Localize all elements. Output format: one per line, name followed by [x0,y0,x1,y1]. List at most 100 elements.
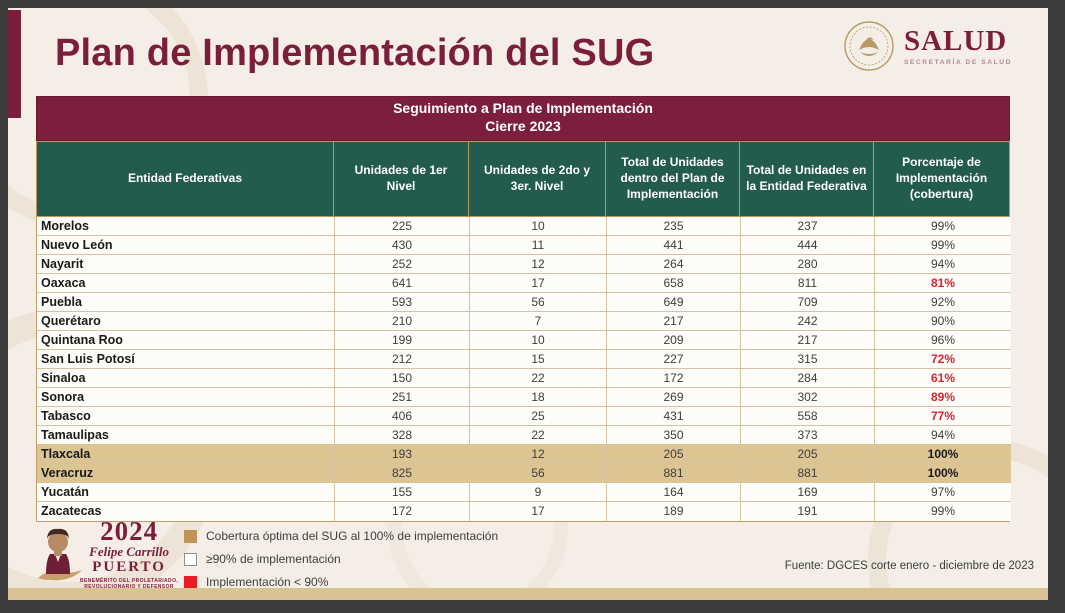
cell-entidad: Veracruz [37,463,335,483]
cell-total_entidad: 811 [741,273,875,293]
cell-total_entidad: 881 [741,463,875,483]
cell-entidad: Sonora [37,387,335,407]
cell-total_plan: 205 [607,444,741,464]
cell-porcentaje: 90% [875,311,1011,331]
cell-total_plan: 350 [607,425,741,445]
cell-nivel1: 251 [335,387,470,407]
cell-entidad: Oaxaca [37,273,335,293]
cell-nivel1: 155 [335,482,470,502]
cell-nivel23: 56 [470,463,607,483]
salud-subtitle: SECRETARÍA DE SALUD [903,58,1012,66]
year-name: Felipe Carrillo [89,544,169,559]
table-row: Quintana Roo 199 10 209 217 96% [37,330,1011,350]
cell-porcentaje: 89% [875,387,1011,407]
cell-nivel1: 199 [335,330,470,350]
cell-entidad: San Luis Potosí [37,349,335,369]
felipe-carrillo-puerto-logo: 2024 Felipe Carrillo PUERTO BENEMÉRITO D… [32,518,182,597]
cell-entidad: Tamaulipas [37,425,335,445]
salud-logo: SALUD SECRETARÍA DE SALUD [843,20,1012,72]
title-accent-bar [8,10,21,118]
cell-nivel23: 9 [470,482,607,502]
column-header-5: Porcentaje de Implementación (cobertura) [874,140,1010,217]
cell-nivel1: 252 [335,254,470,274]
table-row: Sonora 251 18 269 302 89% [37,387,1011,407]
cell-nivel23: 22 [470,368,607,388]
cell-nivel23: 17 [470,501,607,521]
table-row: Tamaulipas 328 22 350 373 94% [37,425,1011,445]
cell-total_entidad: 217 [741,330,875,350]
slide: Plan de Implementación del SUG SALUD SEC… [8,8,1048,600]
cell-nivel23: 10 [470,330,607,350]
table-row: Puebla 593 56 649 709 92% [37,292,1011,312]
column-header-4: Total de Unidades en la Entidad Federati… [740,140,874,217]
cell-total_plan: 264 [607,254,741,274]
cell-porcentaje: 81% [875,273,1011,293]
cell-nivel23: 11 [470,235,607,255]
cell-nivel23: 25 [470,406,607,426]
cell-porcentaje: 94% [875,425,1011,445]
cell-nivel23: 56 [470,292,607,312]
cell-nivel1: 825 [335,463,470,483]
cell-total_entidad: 191 [741,501,875,521]
cell-porcentaje: 96% [875,330,1011,350]
cell-total_entidad: 302 [741,387,875,407]
cell-nivel1: 641 [335,273,470,293]
cell-entidad: Zacatecas [37,501,335,521]
legend-item: Implementación < 90% [184,575,498,589]
cell-total_entidad: 242 [741,311,875,331]
legend-label: Implementación < 90% [206,575,329,589]
cell-total_entidad: 205 [741,444,875,464]
table-row: Zacatecas 172 17 189 191 99% [37,501,1011,521]
cell-total_plan: 209 [607,330,741,350]
column-header-0: Entidad Federativas [36,140,334,217]
cell-total_entidad: 558 [741,406,875,426]
bottom-tan-strip [8,588,1048,600]
table-title-band: Seguimiento a Plan de Implementación Cie… [36,96,1010,141]
cell-total_plan: 649 [607,292,741,312]
cell-total_entidad: 709 [741,292,875,312]
cell-nivel23: 10 [470,216,607,236]
cell-porcentaje: 97% [875,482,1011,502]
cell-nivel1: 430 [335,235,470,255]
cell-entidad: Sinaloa [37,368,335,388]
cell-nivel23: 17 [470,273,607,293]
year-2024: 2024 [100,516,159,546]
cell-total_entidad: 315 [741,349,875,369]
cell-nivel1: 225 [335,216,470,236]
table-row: Veracruz 825 56 881 881 100% [37,463,1011,483]
table-row: Morelos 225 10 235 237 99% [37,216,1011,236]
cell-nivel23: 12 [470,254,607,274]
mexico-seal-icon [844,21,894,71]
cell-total_plan: 881 [607,463,741,483]
table-row: Tlaxcala 193 12 205 205 100% [37,444,1011,464]
cell-porcentaje: 72% [875,349,1011,369]
legend: Cobertura óptima del SUG al 100% de impl… [184,529,498,589]
cell-nivel1: 212 [335,349,470,369]
implementation-table: Seguimiento a Plan de Implementación Cie… [36,96,1011,522]
cell-entidad: Puebla [37,292,335,312]
cell-entidad: Nuevo León [37,235,335,255]
table-row: Oaxaca 641 17 658 811 81% [37,273,1011,293]
cell-total_plan: 269 [607,387,741,407]
cell-total_entidad: 280 [741,254,875,274]
legend-swatch-white [184,552,197,566]
cell-nivel23: 12 [470,444,607,464]
cell-porcentaje: 92% [875,292,1011,312]
table-row: Yucatán 155 9 164 169 97% [37,482,1011,502]
table-title-line1: Seguimiento a Plan de Implementación [393,100,653,116]
cell-nivel23: 15 [470,349,607,369]
cell-nivel1: 172 [335,501,470,521]
felipe-carrillo-portrait-icon [38,528,82,581]
cell-porcentaje: 61% [875,368,1011,388]
legend-item: ≥90% de implementación [184,552,498,566]
cell-entidad: Querétaro [37,311,335,331]
cell-total_plan: 227 [607,349,741,369]
cell-nivel23: 18 [470,387,607,407]
cell-entidad: Tlaxcala [37,444,335,464]
cell-total_plan: 235 [607,216,741,236]
table-row: Nuevo León 430 11 441 444 99% [37,235,1011,255]
legend-item: Cobertura óptima del SUG al 100% de impl… [184,529,498,543]
cell-total_entidad: 284 [741,368,875,388]
table-row: Sinaloa 150 22 172 284 61% [37,368,1011,388]
